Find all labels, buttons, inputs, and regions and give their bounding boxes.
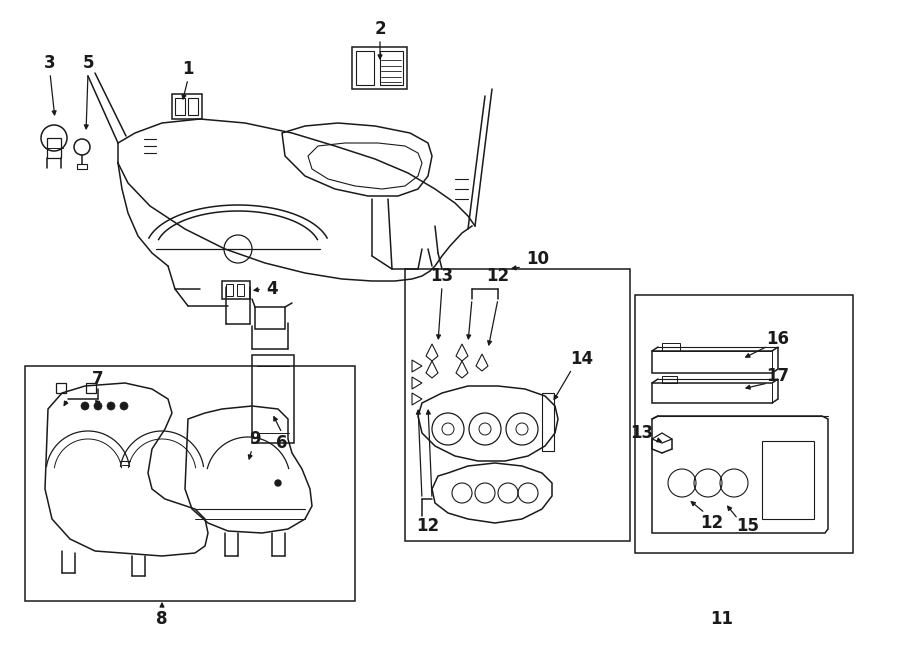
- Text: 5: 5: [82, 54, 94, 72]
- Text: 12: 12: [700, 514, 724, 532]
- Bar: [662, 343, 680, 351]
- Bar: [47, 138, 61, 158]
- Bar: [175, 98, 185, 115]
- Text: 6: 6: [276, 434, 288, 452]
- Text: 15: 15: [736, 517, 760, 535]
- Bar: [255, 307, 285, 329]
- Text: 13: 13: [430, 267, 454, 285]
- Text: 7: 7: [92, 370, 104, 388]
- Bar: [237, 284, 244, 296]
- Circle shape: [120, 402, 128, 410]
- Text: 4: 4: [266, 280, 278, 298]
- Circle shape: [107, 402, 115, 410]
- Text: 12: 12: [486, 267, 509, 285]
- Text: 8: 8: [157, 610, 167, 628]
- Bar: [25, 366, 355, 601]
- Bar: [542, 393, 554, 451]
- Bar: [226, 284, 233, 296]
- Bar: [188, 98, 198, 115]
- Bar: [635, 295, 853, 553]
- Text: 16: 16: [767, 330, 789, 348]
- Text: 12: 12: [417, 517, 439, 535]
- Bar: [356, 51, 374, 85]
- Bar: [380, 51, 403, 85]
- Circle shape: [275, 480, 281, 486]
- Bar: [762, 441, 814, 519]
- Bar: [252, 355, 294, 443]
- Text: 13: 13: [630, 424, 653, 442]
- Text: 17: 17: [767, 367, 789, 385]
- Bar: [405, 269, 630, 541]
- Text: 2: 2: [374, 20, 386, 38]
- Circle shape: [94, 402, 102, 410]
- Text: 9: 9: [249, 430, 261, 448]
- Text: 3: 3: [44, 54, 56, 72]
- Bar: [56, 383, 66, 393]
- Text: 10: 10: [526, 250, 550, 268]
- Bar: [352, 47, 407, 89]
- Circle shape: [81, 402, 89, 410]
- Text: 1: 1: [182, 60, 194, 78]
- Bar: [77, 164, 87, 169]
- Bar: [86, 383, 96, 393]
- Text: 14: 14: [571, 350, 594, 368]
- Bar: [172, 94, 202, 119]
- Text: 11: 11: [710, 610, 734, 628]
- Bar: [662, 376, 677, 383]
- Bar: [222, 281, 250, 299]
